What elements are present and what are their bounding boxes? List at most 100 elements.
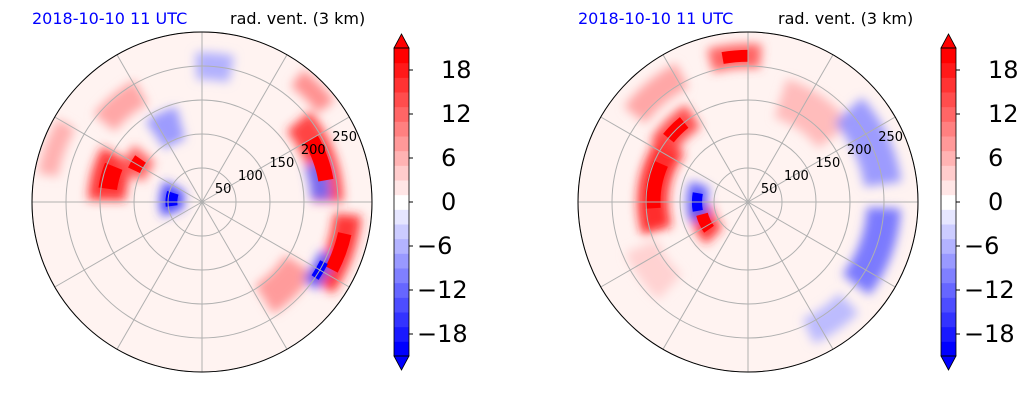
colorbar-level (941, 92, 956, 108)
negative-ventilation-region (195, 52, 235, 83)
negative-ventilation-region (834, 97, 902, 187)
panel-right-title-date: 2018-10-10 11 UTC (578, 9, 733, 28)
colorbar-tick-label: 6 (441, 144, 456, 172)
colorbar-extend-min (393, 355, 410, 371)
panel-left-colorbar-ticks: −18 −12 −6 0 6 12 18 (417, 56, 472, 348)
colorbar-level (394, 253, 409, 269)
colorbar-tick-label: 6 (988, 144, 1003, 172)
colorbar-tick-label: 18 (441, 56, 472, 84)
polar-panel-right: 2018-10-10 11 UTC rad. vent. (3 km) 50 1… (577, 9, 1019, 373)
radial-label-150: 150 (815, 156, 840, 171)
radial-label-100: 100 (238, 169, 263, 184)
colorbar-level (941, 106, 956, 122)
positive-ventilation-region (93, 80, 148, 132)
colorbar-level (941, 297, 956, 313)
colorbar-level (394, 165, 409, 181)
polar-panel-left: 2018-10-10 11 UTC rad. vent. (3 km) 50 1… (31, 9, 472, 373)
strong-positive-core (696, 212, 714, 233)
colorbar-level (394, 77, 409, 93)
angular-grid-spoke (201, 54, 288, 203)
colorbar-level (394, 150, 409, 166)
positive-ventilation-region (37, 118, 76, 177)
angular-grid-spoke (747, 201, 834, 350)
radial-label-200: 200 (301, 143, 326, 158)
radial-label-50: 50 (215, 182, 232, 197)
colorbar-level (941, 62, 956, 78)
colorbar-tick-label: 0 (441, 188, 456, 216)
colorbar-level (941, 121, 956, 137)
radial-label-200: 200 (847, 143, 872, 158)
radial-label-50: 50 (761, 182, 778, 197)
angular-grid-spoke (54, 116, 203, 203)
colorbar-level (941, 136, 956, 152)
panel-left-field (37, 52, 362, 314)
positive-ventilation-region (625, 239, 682, 300)
colorbar-level (394, 238, 409, 254)
angular-grid-spoke (662, 54, 749, 203)
radial-label-150: 150 (269, 156, 294, 171)
colorbar-tick-label: 12 (441, 100, 472, 128)
positive-ventilation-region (254, 254, 314, 314)
panel-left-title-variable: rad. vent. (3 km) (230, 9, 365, 28)
colorbar-level (394, 268, 409, 284)
colorbar-level (394, 312, 409, 328)
colorbar-level (941, 341, 956, 357)
colorbar-level (941, 194, 956, 210)
radial-label-100: 100 (784, 169, 809, 184)
colorbar-level (941, 312, 956, 328)
angular-grid-spoke (600, 116, 749, 203)
colorbar-level (941, 209, 956, 225)
colorbar-level (941, 268, 956, 284)
angular-grid-spoke (747, 201, 896, 288)
colorbar-tick-label: 18 (988, 56, 1019, 84)
angular-grid-spoke (54, 201, 203, 288)
panel-left-colorbar (393, 33, 413, 371)
colorbar-level (394, 326, 409, 342)
colorbar-level (941, 238, 956, 254)
colorbar-level (394, 209, 409, 225)
radial-label-250: 250 (332, 130, 357, 145)
colorbar-level (394, 297, 409, 313)
radial-label-250: 250 (878, 130, 903, 145)
colorbar-tick-label: −18 (964, 320, 1015, 348)
angular-grid-spoke (116, 201, 203, 350)
colorbar-extend-max (940, 33, 957, 49)
colorbar-level (394, 92, 409, 108)
colorbar-level (941, 48, 956, 64)
colorbar-level (394, 136, 409, 152)
angular-grid-spoke (600, 201, 749, 288)
panel-right-field (623, 43, 902, 344)
colorbar-tick-label: −18 (417, 320, 468, 348)
colorbar-level (941, 326, 956, 342)
positive-ventilation-region (623, 63, 689, 124)
angular-grid-spoke (747, 116, 896, 203)
colorbar-tick-label: −6 (964, 232, 999, 260)
colorbar-level (394, 106, 409, 122)
strong-positive-core (721, 49, 748, 64)
panel-right-radial-labels: 50 100 150 200 250 (761, 130, 903, 197)
colorbar-tick-label: −6 (417, 232, 452, 260)
panel-right-colorbar-ticks: −18 −12 −6 0 6 12 18 (964, 56, 1019, 348)
angular-grid-spoke (201, 201, 350, 288)
colorbar-level (941, 282, 956, 298)
strong-positive-core (304, 135, 334, 182)
angular-grid-spoke (201, 201, 288, 350)
colorbar-level (394, 48, 409, 64)
colorbar-level (394, 121, 409, 137)
panel-right-outline (577, 31, 919, 373)
angular-grid-spoke (662, 201, 749, 350)
strong-positive-core (325, 232, 352, 273)
colorbar-tick-label: −12 (964, 276, 1015, 304)
colorbar-level (941, 165, 956, 181)
colorbar-level (394, 341, 409, 357)
panel-left-title-date: 2018-10-10 11 UTC (32, 9, 187, 28)
angular-grid-spoke (116, 54, 203, 203)
colorbar-extend-max (393, 33, 410, 49)
colorbar-level (941, 77, 956, 93)
colorbar-level (941, 180, 956, 196)
angular-grid-spoke (201, 116, 350, 203)
negative-ventilation-region (145, 106, 186, 150)
positive-ventilation-region (291, 69, 335, 113)
colorbar-level (941, 150, 956, 166)
panel-right-title-variable: rad. vent. (3 km) (778, 9, 913, 28)
